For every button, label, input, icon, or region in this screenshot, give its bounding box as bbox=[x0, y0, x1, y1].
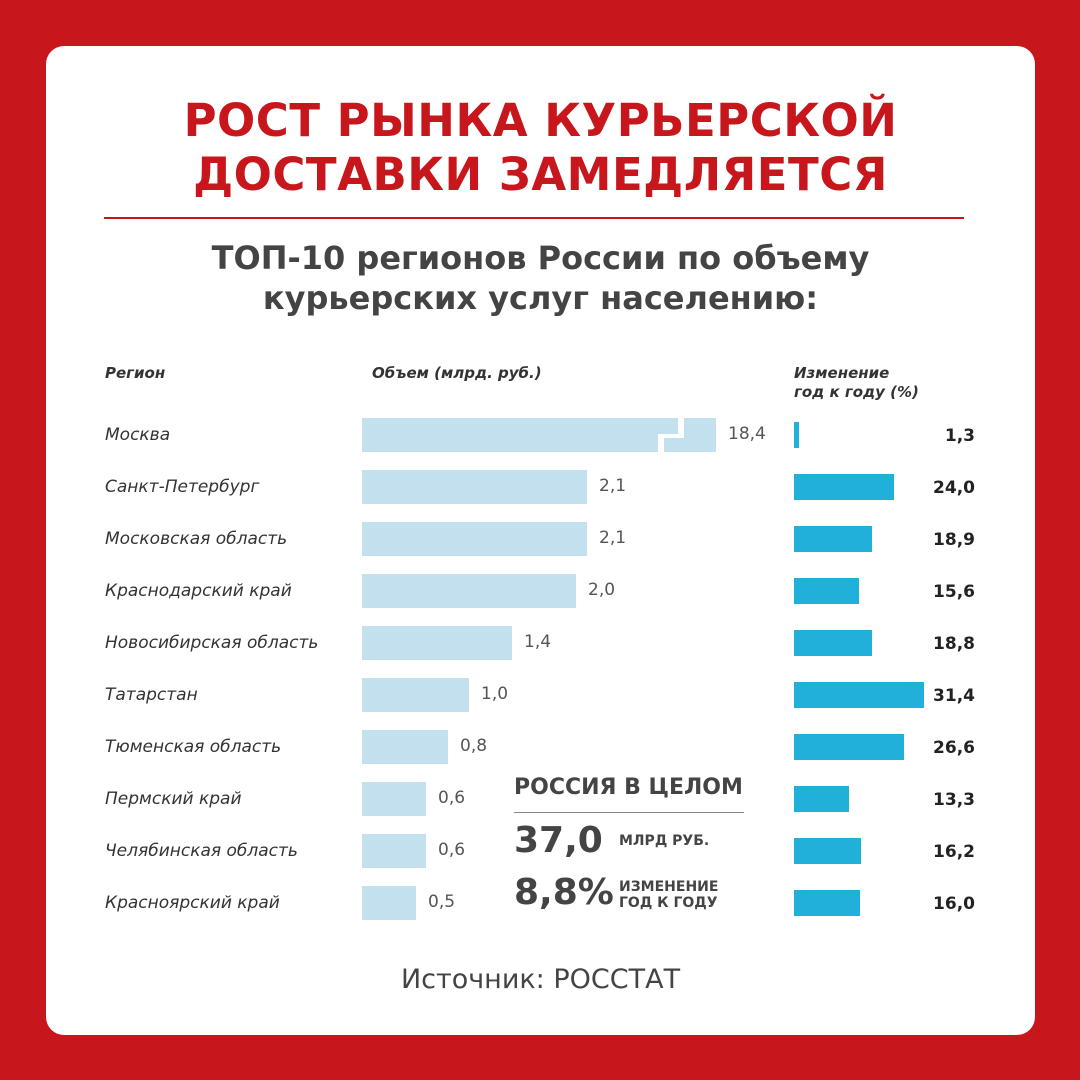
total-volume-value: 37,0 bbox=[514, 820, 603, 861]
volume-value-label: 2,1 bbox=[599, 528, 627, 548]
volume-bar bbox=[362, 782, 426, 816]
volume-bar bbox=[362, 678, 469, 712]
volume-bar bbox=[362, 886, 416, 920]
volume-value-label: 1,0 bbox=[481, 684, 509, 704]
volume-bar bbox=[362, 470, 587, 504]
change-bar bbox=[794, 422, 799, 448]
change-value-label: 24,0 bbox=[933, 478, 975, 498]
region-label: Татарстан bbox=[105, 685, 198, 705]
chart-subtitle: ТОП-10 регионов России по объему курьерс… bbox=[46, 238, 1035, 318]
volume-bar-break bbox=[678, 418, 684, 434]
volume-bar-break bbox=[658, 438, 664, 452]
total-change-row: 8,8% ИЗМЕНЕНИЕ ГОД К ГОДУ bbox=[514, 871, 746, 917]
change-bar bbox=[794, 890, 860, 916]
change-value-label: 15,6 bbox=[933, 582, 975, 602]
region-label: Тюменская область bbox=[105, 737, 282, 757]
column-header-region: Регион bbox=[105, 364, 166, 382]
change-bar bbox=[794, 734, 904, 760]
change-value-label: 31,4 bbox=[933, 686, 975, 706]
change-value-label: 18,8 bbox=[933, 634, 975, 654]
page-title: РОСТ РЫНКА КУРЬЕРСКОЙ ДОСТАВКИ ЗАМЕДЛЯЕТ… bbox=[46, 94, 1035, 202]
source-note: Источник: РОССТАТ bbox=[400, 964, 681, 995]
change-bar bbox=[794, 474, 894, 500]
region-label: Новосибирская область bbox=[105, 633, 319, 653]
change-value-label: 13,3 bbox=[933, 790, 975, 810]
infographic-card: РОСТ РЫНКА КУРЬЕРСКОЙ ДОСТАВКИ ЗАМЕДЛЯЕТ… bbox=[46, 46, 1035, 1035]
total-change-label: ИЗМЕНЕНИЕ ГОД К ГОДУ bbox=[619, 879, 718, 911]
volume-value-label: 2,0 bbox=[588, 580, 616, 600]
region-label: Москва bbox=[105, 425, 171, 445]
change-bar bbox=[794, 526, 872, 552]
change-bar bbox=[794, 838, 861, 864]
subtitle-line-1: ТОП-10 регионов России по объему bbox=[211, 239, 870, 277]
volume-value-label: 0,6 bbox=[438, 840, 466, 860]
volume-bar bbox=[362, 522, 587, 556]
change-value-label: 16,2 bbox=[933, 842, 975, 862]
volume-value-label: 0,8 bbox=[460, 736, 488, 756]
title-line-1: РОСТ РЫНКА КУРЬЕРСКОЙ bbox=[183, 94, 898, 147]
region-label: Краснодарский край bbox=[105, 581, 292, 601]
region-label: Красноярский край bbox=[105, 893, 280, 913]
volume-value-label: 2,1 bbox=[599, 476, 627, 496]
change-bar bbox=[794, 630, 872, 656]
column-header-volume: Объем (млрд. руб.) bbox=[372, 364, 542, 382]
column-header-change-line-2: год к году (%) bbox=[794, 383, 919, 401]
volume-bar bbox=[362, 730, 448, 764]
total-heading: РОССИЯ В ЦЕЛОМ bbox=[514, 775, 743, 800]
total-volume-unit: МЛРД РУБ. bbox=[619, 833, 710, 849]
region-label: Пермский край bbox=[105, 789, 242, 809]
total-change-value: 8,8% bbox=[514, 872, 614, 913]
total-change-label-line-1: ИЗМЕНЕНИЕ bbox=[619, 879, 719, 895]
volume-value-label: 1,4 bbox=[524, 632, 552, 652]
column-header-change: Изменение год к году (%) bbox=[794, 364, 919, 402]
region-label: Челябинская область bbox=[105, 841, 298, 861]
volume-value-label: 0,5 bbox=[428, 892, 456, 912]
change-value-label: 18,9 bbox=[933, 530, 975, 550]
volume-bar-break bbox=[658, 434, 684, 438]
change-bar bbox=[794, 578, 859, 604]
volume-value-label: 18,4 bbox=[728, 424, 766, 444]
volume-bar bbox=[362, 418, 716, 452]
title-divider bbox=[104, 217, 964, 219]
volume-value-label: 0,6 bbox=[438, 788, 466, 808]
change-value-label: 26,6 bbox=[933, 738, 975, 758]
total-divider bbox=[514, 812, 744, 813]
change-value-label: 1,3 bbox=[944, 426, 975, 446]
change-bar bbox=[794, 682, 924, 708]
volume-bar bbox=[362, 834, 426, 868]
change-bar bbox=[794, 786, 849, 812]
volume-bar bbox=[362, 574, 576, 608]
region-label: Санкт-Петербург bbox=[105, 477, 260, 497]
subtitle-line-2: курьерских услуг населению: bbox=[262, 279, 819, 317]
column-header-change-line-1: Изменение bbox=[794, 364, 890, 382]
total-volume-row: 37,0 МЛРД РУБ. bbox=[514, 819, 746, 865]
volume-bar bbox=[362, 626, 512, 660]
change-value-label: 16,0 bbox=[933, 894, 975, 914]
region-label: Московская область bbox=[105, 529, 288, 549]
title-line-2: ДОСТАВКИ ЗАМЕДЛЯЕТСЯ bbox=[193, 148, 888, 201]
total-change-label-line-2: ГОД К ГОДУ bbox=[619, 895, 718, 911]
russia-total-box: РОССИЯ В ЦЕЛОМ 37,0 МЛРД РУБ. 8,8% ИЗМЕН… bbox=[514, 774, 746, 917]
